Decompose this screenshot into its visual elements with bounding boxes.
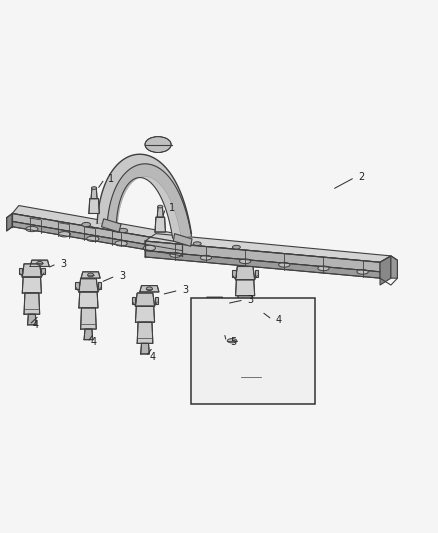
- Polygon shape: [380, 256, 391, 285]
- Polygon shape: [22, 277, 42, 293]
- Polygon shape: [145, 233, 391, 262]
- Ellipse shape: [37, 262, 43, 265]
- Polygon shape: [89, 199, 99, 214]
- Polygon shape: [145, 241, 380, 272]
- Polygon shape: [205, 297, 224, 304]
- Polygon shape: [102, 219, 121, 232]
- Polygon shape: [97, 154, 191, 238]
- Polygon shape: [135, 306, 155, 322]
- Polygon shape: [235, 324, 239, 333]
- Polygon shape: [241, 317, 250, 327]
- Ellipse shape: [170, 253, 181, 257]
- Polygon shape: [79, 292, 98, 308]
- Polygon shape: [239, 336, 264, 357]
- Polygon shape: [157, 207, 163, 217]
- Polygon shape: [7, 214, 12, 231]
- Polygon shape: [12, 214, 182, 251]
- Polygon shape: [155, 297, 158, 304]
- Ellipse shape: [240, 259, 251, 264]
- Text: 1: 1: [108, 174, 114, 184]
- Text: 3: 3: [119, 271, 125, 281]
- Polygon shape: [75, 282, 79, 289]
- Polygon shape: [140, 286, 159, 292]
- Text: 1: 1: [169, 203, 175, 213]
- Polygon shape: [391, 256, 397, 278]
- Ellipse shape: [193, 242, 201, 246]
- Text: 4: 4: [33, 320, 39, 330]
- Polygon shape: [91, 188, 97, 199]
- Polygon shape: [232, 270, 236, 277]
- Polygon shape: [28, 314, 36, 325]
- Ellipse shape: [92, 187, 97, 189]
- Ellipse shape: [279, 262, 290, 267]
- Polygon shape: [254, 270, 258, 277]
- Polygon shape: [137, 322, 153, 343]
- Polygon shape: [24, 293, 40, 314]
- Polygon shape: [107, 164, 191, 239]
- Text: 4: 4: [91, 337, 97, 348]
- Polygon shape: [155, 217, 166, 232]
- Polygon shape: [42, 268, 45, 274]
- Polygon shape: [98, 282, 102, 289]
- Polygon shape: [264, 324, 268, 333]
- Polygon shape: [145, 251, 380, 278]
- Polygon shape: [19, 268, 22, 274]
- Polygon shape: [236, 266, 254, 280]
- Polygon shape: [246, 384, 257, 398]
- Polygon shape: [236, 280, 254, 296]
- Text: 5: 5: [230, 337, 236, 347]
- Text: 3: 3: [247, 295, 254, 305]
- Ellipse shape: [357, 270, 368, 274]
- Text: 3: 3: [182, 285, 188, 295]
- Bar: [191, 298, 315, 405]
- Ellipse shape: [233, 245, 240, 249]
- Polygon shape: [173, 233, 192, 246]
- Ellipse shape: [87, 236, 99, 241]
- Ellipse shape: [26, 227, 38, 232]
- Polygon shape: [81, 272, 100, 278]
- Polygon shape: [79, 279, 98, 292]
- Polygon shape: [141, 343, 149, 354]
- Ellipse shape: [145, 136, 171, 152]
- Ellipse shape: [227, 338, 237, 343]
- Text: 4: 4: [276, 314, 282, 325]
- Ellipse shape: [88, 273, 94, 277]
- Text: 4: 4: [149, 352, 155, 361]
- Ellipse shape: [115, 241, 127, 246]
- Polygon shape: [135, 293, 155, 306]
- Ellipse shape: [58, 232, 71, 237]
- Ellipse shape: [318, 266, 329, 271]
- Ellipse shape: [119, 228, 127, 232]
- Ellipse shape: [143, 245, 155, 251]
- Ellipse shape: [82, 222, 91, 227]
- Polygon shape: [22, 264, 42, 277]
- Polygon shape: [132, 297, 135, 304]
- Text: 2: 2: [358, 172, 364, 182]
- Ellipse shape: [200, 255, 212, 260]
- Ellipse shape: [212, 298, 218, 302]
- Polygon shape: [237, 296, 253, 317]
- Ellipse shape: [158, 205, 163, 208]
- Polygon shape: [239, 319, 264, 336]
- Polygon shape: [30, 260, 49, 266]
- Polygon shape: [84, 329, 93, 340]
- Text: 3: 3: [60, 259, 66, 269]
- Ellipse shape: [146, 287, 152, 290]
- Polygon shape: [12, 206, 188, 243]
- Polygon shape: [241, 357, 262, 384]
- Polygon shape: [12, 221, 182, 256]
- Polygon shape: [81, 308, 96, 329]
